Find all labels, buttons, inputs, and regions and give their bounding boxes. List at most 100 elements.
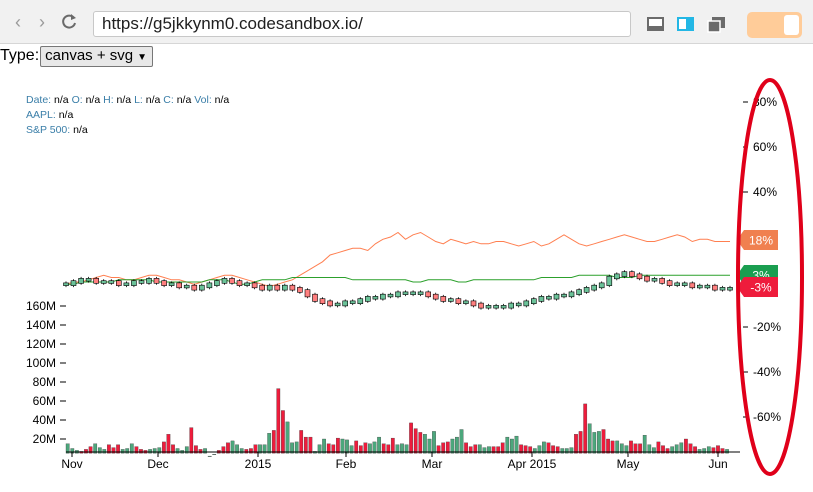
volume-bar [436, 445, 441, 454]
volume-bar [84, 449, 88, 454]
candle-body [553, 293, 560, 300]
volume-bar [684, 438, 688, 454]
candle-body [591, 284, 598, 291]
stock-chart[interactable]: 80% 60% 40% -20% -40% -60% 160M 140M 120M 100M 80M… [0, 44, 813, 492]
volume-bar [258, 444, 262, 454]
volume-bar [175, 448, 180, 454]
volume-bar [253, 444, 258, 454]
volume-bar [633, 443, 638, 454]
volume-bar [262, 444, 267, 454]
back-icon[interactable]: ‹ [15, 12, 21, 32]
percent-axis-label: -20% [753, 320, 781, 334]
volume-bar [656, 441, 661, 454]
dock-bottom-icon[interactable] [645, 14, 667, 34]
volume-bar [578, 431, 583, 454]
volume-bar [569, 447, 574, 454]
volume-bar [207, 455, 212, 457]
candle-body [183, 284, 190, 289]
volume-bar [194, 445, 198, 454]
volume-bar [235, 444, 239, 454]
volume-bar [629, 440, 633, 454]
candle-body [629, 271, 635, 277]
volume-bar [368, 443, 372, 454]
volume-bar [285, 421, 290, 454]
volume-bar [423, 434, 427, 454]
volume-bar [473, 444, 478, 454]
x-axis-label: 2015 [245, 457, 272, 471]
series-line-aapl [65, 231, 730, 288]
volume-bar [116, 444, 120, 454]
candle-body [455, 298, 462, 304]
candle-body [342, 300, 349, 307]
dock-side-icon[interactable] [675, 14, 697, 34]
sandbox-toggle[interactable] [747, 12, 802, 38]
candle-body [561, 293, 567, 298]
volume-bar [107, 444, 111, 454]
candle-body [689, 282, 696, 289]
candle-body [666, 280, 673, 286]
volume-bar [500, 442, 505, 454]
volume-bar [349, 445, 354, 454]
candle-body [598, 282, 605, 289]
volume-bar [455, 436, 459, 454]
candle-body [266, 284, 273, 291]
candle-body [704, 284, 711, 289]
volume-bar [679, 442, 684, 454]
candle-body [349, 300, 356, 304]
volume-bar [624, 445, 629, 454]
browser-toolbar: ‹ › https://g5jkkynm0.codesandbox.io/ [0, 0, 813, 44]
volume-bar [482, 447, 487, 454]
candle-body [259, 284, 266, 291]
volume-bar [670, 446, 675, 454]
candle-body [712, 284, 718, 291]
tooltip-close-label: C: [163, 94, 174, 106]
volume-bar [171, 444, 175, 454]
candle-body [696, 284, 703, 289]
volume-bar [111, 447, 116, 454]
volume-bar [358, 445, 363, 454]
candle-body [387, 293, 394, 298]
volume-bar [711, 447, 716, 454]
tooltip-high-value: n/a [116, 94, 132, 106]
type-select[interactable]: canvas + svg ▼ [40, 46, 154, 67]
popout-icon[interactable] [706, 14, 728, 34]
volume-bar [693, 446, 697, 454]
candle-body [153, 278, 160, 284]
tooltip-volume-label: Vol: [194, 94, 212, 106]
candle-body [523, 300, 530, 307]
volume-bar [725, 449, 729, 454]
type-control: Type: canvas + svg ▼ [0, 46, 154, 68]
x-axis-label: Mar [422, 457, 443, 471]
candle-body [425, 291, 432, 298]
volume-bar [413, 428, 418, 454]
volume-bar [97, 447, 102, 454]
volume-bar [652, 447, 656, 454]
volume-bar [249, 448, 253, 454]
volume-bar [642, 435, 647, 454]
current-value-label: 18% [749, 234, 773, 248]
x-axis-label: Feb [336, 457, 357, 471]
volume-bar [445, 441, 450, 454]
x-axis-label: Jun [708, 457, 727, 471]
volume-bar [610, 440, 615, 454]
percent-axis-label: -60% [753, 410, 781, 424]
candle-body [417, 291, 424, 295]
candle-body [327, 300, 333, 307]
candle-body [470, 300, 477, 307]
url-bar[interactable]: https://g5jkkynm0.codesandbox.io/ [93, 11, 631, 37]
tooltip-high-label: H: [103, 94, 114, 106]
volume-bar [519, 444, 523, 454]
tooltip-aapl-label: AAPL: [26, 109, 56, 121]
volume-bar [125, 448, 130, 454]
candle-body [546, 296, 552, 300]
candle-body [357, 298, 364, 304]
candle-body [236, 280, 243, 286]
volume-bar [212, 454, 217, 455]
candle-body [146, 278, 152, 284]
volume-bar [706, 446, 711, 454]
reload-icon[interactable] [59, 12, 79, 32]
volume-bar [564, 448, 569, 454]
forward-icon[interactable]: › [39, 12, 45, 32]
candle-body [70, 280, 77, 286]
volume-axis-label: 40M [33, 413, 56, 427]
